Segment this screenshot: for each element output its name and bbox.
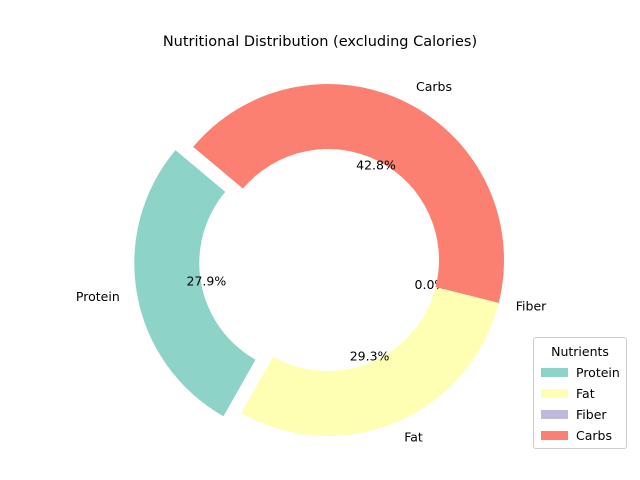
category-label-protein: Protein [76,289,120,304]
legend-swatch-carbs [541,430,568,440]
category-label-carbs: Carbs [416,79,452,94]
legend-swatch-fat [541,388,568,398]
wedge-carbs [193,84,504,303]
category-label-fat: Fat [404,429,423,444]
legend-label-fat: Fat [576,385,595,401]
legend-title: Nutrients [551,344,609,359]
percent-label-protein: 27.9% [187,273,227,288]
wedge-fat [241,287,499,437]
legend-label-protein: Protein [576,364,620,380]
category-label-fiber: Fiber [516,299,547,314]
legend: Nutrients Protein Fat Fiber Carbs [533,337,627,449]
percent-label-fat: 29.3% [350,349,390,364]
wedge-protein [134,150,256,417]
legend-item-fiber: Fiber [541,406,607,422]
legend-label-fiber: Fiber [576,406,607,422]
legend-item-carbs: Carbs [541,427,612,443]
percent-label-carbs: 42.8% [356,157,396,172]
chart-title: Nutritional Distribution (excluding Calo… [162,34,478,50]
legend-swatch-fiber [541,409,568,419]
legend-item-fat: Fat [541,385,595,401]
legend-swatch-protein [541,367,568,377]
legend-item-protein: Protein [541,364,620,380]
legend-label-carbs: Carbs [576,427,612,443]
